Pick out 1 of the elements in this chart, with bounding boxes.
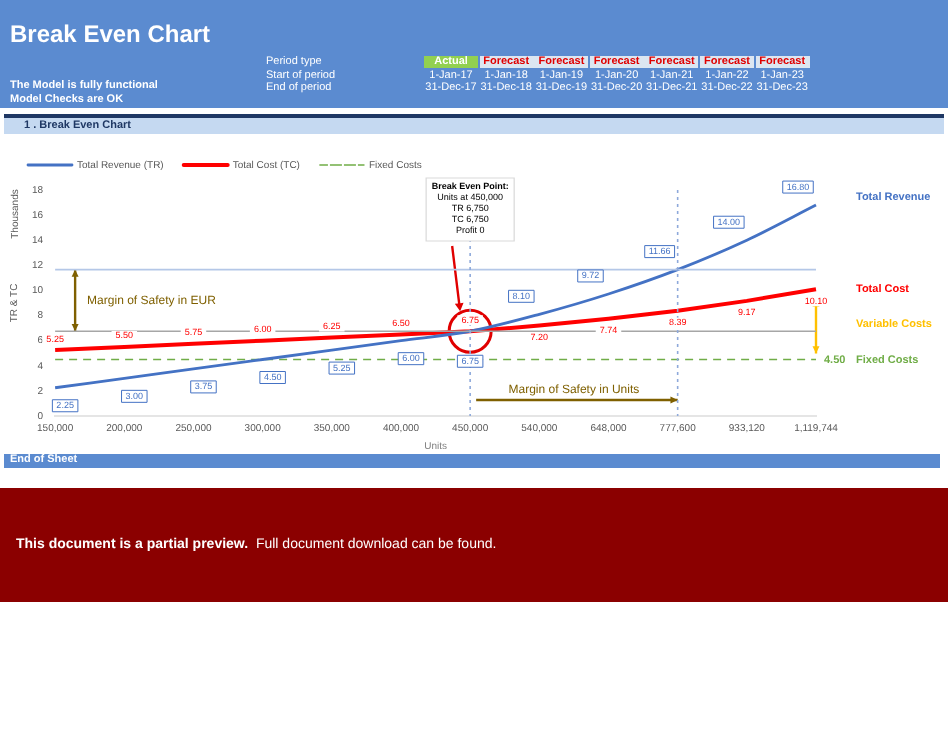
chart-title: Break Even Chart <box>10 20 211 48</box>
